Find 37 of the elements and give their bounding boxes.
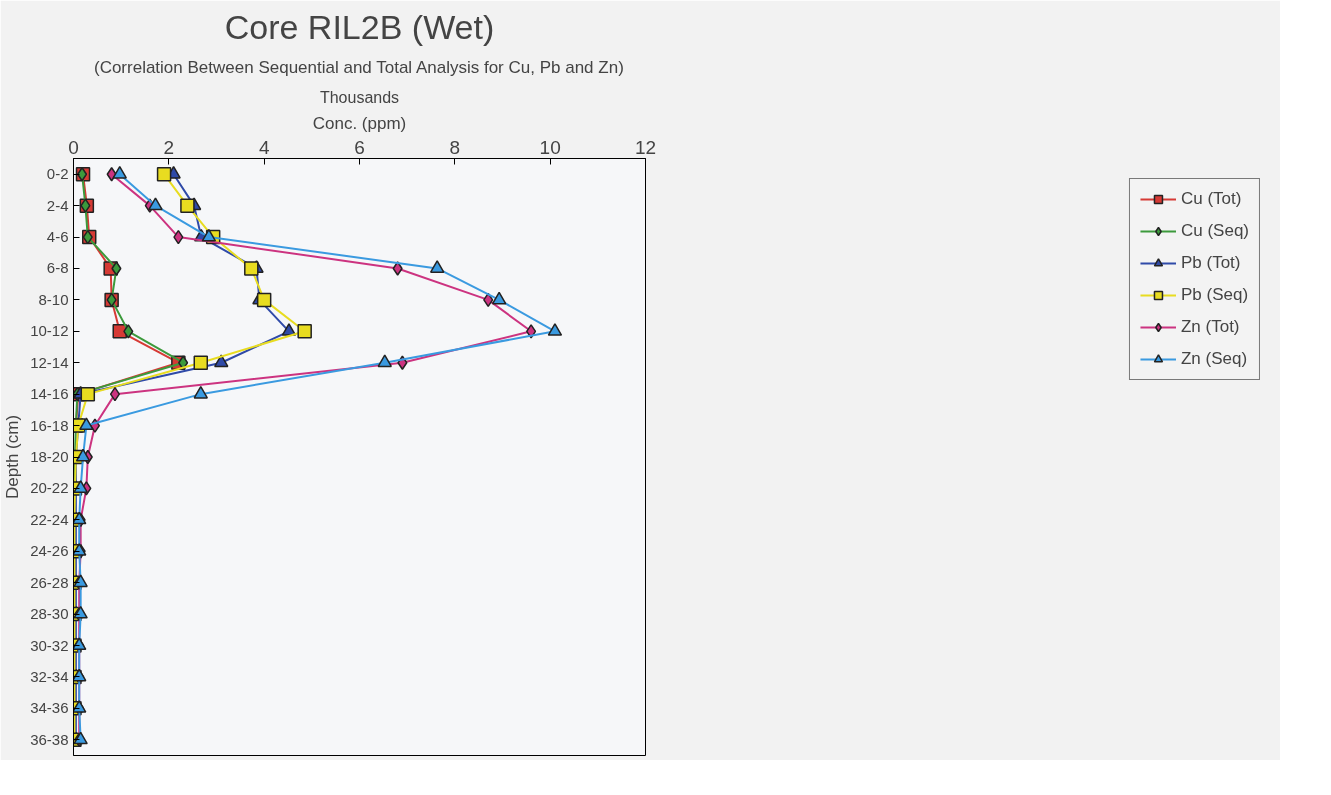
text: Thousands bbox=[319, 88, 400, 106]
y-tick-label: 18-20 bbox=[30, 448, 69, 465]
y-tick-label: 8-10 bbox=[38, 290, 69, 308]
y-tick-label: 0-2 bbox=[46, 165, 69, 183]
y-tick-label: 6-8 bbox=[46, 259, 69, 277]
x-tick-label: 4 bbox=[258, 136, 270, 158]
y-tick-label: 26-28 bbox=[30, 573, 69, 591]
x-tick-label: 10 bbox=[539, 136, 561, 158]
y-axis-title: Depth (cm) bbox=[3, 414, 23, 500]
legend-label: Cu (Tot) bbox=[1180, 189, 1242, 209]
y-tick-label: 28-30 bbox=[30, 605, 69, 623]
legend-label: Pb (Tot) bbox=[1180, 253, 1241, 273]
chart-title: Core RIL2B (Wet) bbox=[224, 7, 495, 46]
y-tick-label: 34-36 bbox=[30, 699, 69, 717]
y-tick-label: 24-26 bbox=[30, 542, 69, 560]
y-tick-label: 32-34 bbox=[30, 667, 69, 685]
y-tick-label: 36-38 bbox=[30, 730, 69, 748]
legend-label: Pb (Seq) bbox=[1180, 285, 1249, 305]
x-tick-label: 0 bbox=[68, 136, 79, 158]
y-tick-label: 16-18 bbox=[30, 416, 69, 434]
y-tick-label: 10-12 bbox=[30, 322, 69, 340]
x-tick-label: 8 bbox=[449, 136, 461, 158]
x-tick-label: 2 bbox=[163, 136, 175, 158]
chart-subtitle: (Correlation Between Sequential and Total Analysis for Cu, Pb and Zn) bbox=[93, 57, 624, 77]
y-tick-label: 30-32 bbox=[30, 636, 69, 654]
y-tick-label: 2-4 bbox=[46, 196, 69, 214]
y-tick-label: 12-14 bbox=[30, 353, 69, 371]
legend-label: Zn (Seq) bbox=[1180, 349, 1248, 369]
y-tick-label: 22-24 bbox=[30, 510, 69, 528]
y-tick-label: 20-22 bbox=[30, 479, 69, 497]
x-tick-label: 12 bbox=[634, 136, 657, 158]
x-axis-title: Conc. (ppm) bbox=[312, 113, 407, 133]
y-tick-label: 14-16 bbox=[30, 385, 69, 403]
y-tick-label: 4-6 bbox=[46, 228, 69, 246]
x-tick-label: 6 bbox=[354, 136, 365, 158]
legend-label: Cu (Seq) bbox=[1180, 221, 1249, 241]
legend-label: Zn (Tot) bbox=[1180, 317, 1240, 337]
